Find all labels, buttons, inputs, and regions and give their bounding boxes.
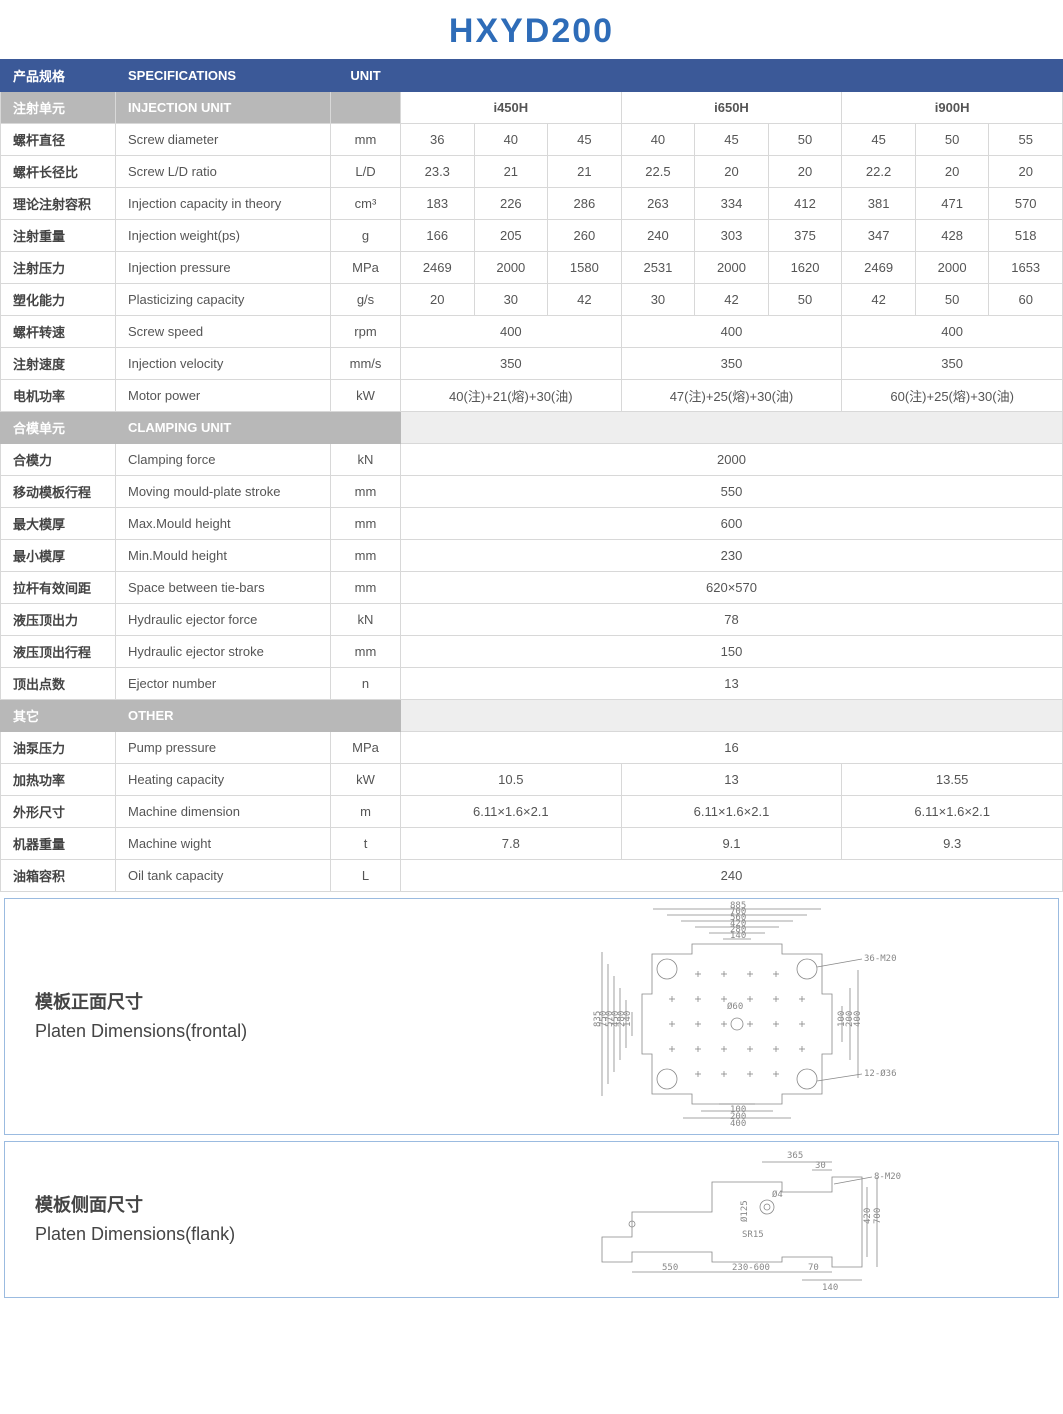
svg-text:420: 420: [863, 1208, 873, 1224]
svg-text:400: 400: [853, 1011, 863, 1027]
svg-text:365: 365: [787, 1151, 803, 1161]
svg-text:700: 700: [873, 1208, 883, 1224]
svg-text:12-Ø36: 12-Ø36: [864, 1068, 897, 1079]
header-unit: UNIT: [331, 60, 401, 92]
svg-text:Ø4: Ø4: [772, 1189, 783, 1200]
diagram-flank-cn: 模板侧面尺寸: [35, 1191, 426, 1220]
svg-text:Ø60: Ø60: [727, 1001, 743, 1012]
model-2: i900H: [842, 92, 1063, 124]
header-en: SPECIFICATIONS: [116, 60, 331, 92]
diagram-flank-en: Platen Dimensions(flank): [35, 1220, 426, 1249]
svg-text:140: 140: [822, 1283, 838, 1292]
model-1: i650H: [621, 92, 842, 124]
diagram-flank: 模板侧面尺寸 Platen Dimensions(flank) 365 30 7…: [4, 1141, 1059, 1298]
model-0: i450H: [401, 92, 622, 124]
bottom-dims: 100200400: [683, 1104, 791, 1129]
frontal-svg: Ø60 885700560420280140 83575057045028014…: [572, 899, 912, 1129]
flank-svg: 365 30 700 420 550 230-600 70 140 Ø125 Ø…: [572, 1142, 912, 1292]
svg-text:Ø125: Ø125: [739, 1200, 750, 1222]
spec-table: 产品规格SPECIFICATIONSUNIT注射单元INJECTION UNIT…: [0, 59, 1063, 892]
right-dims: 100200400: [837, 970, 863, 1078]
svg-text:70: 70: [808, 1263, 819, 1273]
svg-text:550: 550: [662, 1263, 678, 1273]
svg-text:140: 140: [730, 931, 746, 941]
top-dims: 885700560420280140: [653, 901, 821, 941]
header-cn: 产品规格: [1, 60, 116, 92]
left-dims: 835750570450280140: [593, 952, 633, 1096]
svg-text:140: 140: [623, 1011, 633, 1027]
diagram-frontal-en: Platen Dimensions(frontal): [35, 1017, 426, 1046]
svg-text:36-M20: 36-M20: [864, 954, 897, 964]
page-title: HXYD200: [0, 0, 1063, 59]
diagram-frontal-cn: 模板正面尺寸: [35, 988, 426, 1017]
svg-text:8-M20: 8-M20: [874, 1172, 901, 1182]
svg-text:400: 400: [730, 1119, 746, 1129]
svg-text:230-600: 230-600: [732, 1263, 770, 1273]
diagram-frontal: 模板正面尺寸 Platen Dimensions(frontal) Ø60 88…: [4, 898, 1059, 1135]
svg-text:SR15: SR15: [742, 1230, 764, 1240]
svg-text:30: 30: [815, 1161, 826, 1171]
